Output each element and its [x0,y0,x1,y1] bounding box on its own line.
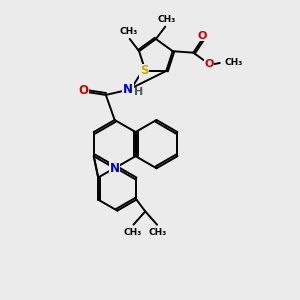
Text: CH₃: CH₃ [224,58,242,68]
Text: N: N [110,162,120,175]
Text: O: O [205,59,214,69]
Text: N: N [123,82,133,95]
Text: CH₃: CH₃ [157,15,175,24]
Text: O: O [197,31,207,41]
Text: O: O [78,84,88,97]
Text: H: H [134,87,143,97]
Text: CH₃: CH₃ [148,229,167,238]
Text: S: S [140,64,148,77]
Text: CH₃: CH₃ [120,27,138,36]
Text: CH₃: CH₃ [124,229,142,238]
